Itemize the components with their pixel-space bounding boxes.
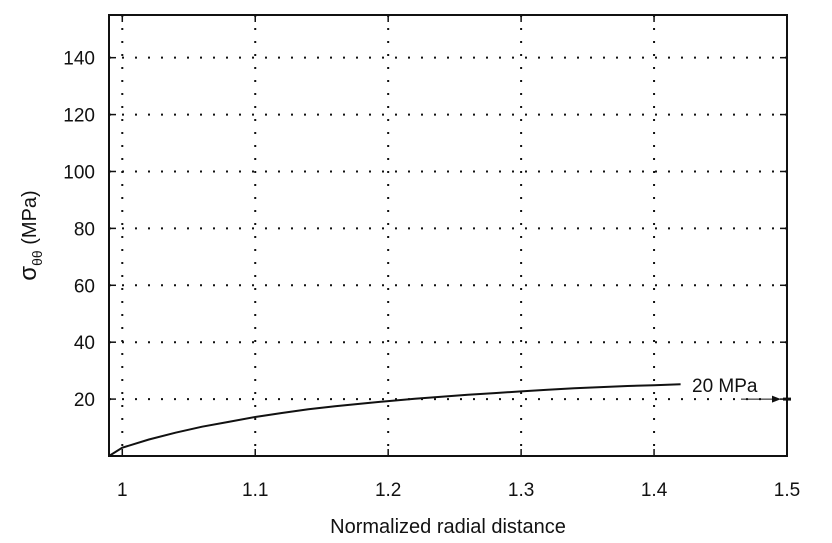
series-layer: [108, 383, 681, 457]
x-tick-label: 1.4: [641, 480, 668, 501]
x-axis-title: Normalized radial distance: [330, 516, 566, 538]
annotation-group: 20 MPa: [692, 376, 791, 403]
plot-frame: [108, 14, 788, 457]
annotation-label: 20 MPa: [692, 376, 758, 397]
grid: [109, 15, 787, 456]
x-tick-label: 1.3: [508, 480, 534, 501]
y-axis-unit: (MPa): [19, 190, 41, 250]
axis-ticks: [109, 15, 788, 456]
y-tick-label: 40: [74, 333, 95, 354]
y-tick-label: 140: [63, 49, 95, 70]
y-tick-label: 100: [63, 162, 95, 183]
x-tick-label: 1.5: [774, 480, 800, 501]
y-tick-labels: 20 40 60 80 100 120 140: [63, 49, 95, 411]
series-line: [108, 383, 681, 457]
y-tick-label: 60: [74, 276, 95, 297]
y-tick-label: 120: [63, 106, 95, 127]
x-tick-label: 1: [117, 480, 128, 501]
x-tick-label: 1.1: [242, 480, 268, 501]
y-axis-title: σθθ (MPa): [15, 190, 45, 280]
y-axis-subscript: θθ: [29, 250, 45, 266]
y-tick-label: 20: [74, 390, 95, 411]
x-tick-label: 1.2: [375, 480, 401, 501]
annotation-arrowhead: [772, 395, 781, 403]
x-tick-labels: 1 1.1 1.2 1.3 1.4 1.5: [117, 480, 800, 501]
y-tick-label: 80: [74, 219, 95, 240]
y-axis-symbol: σ: [15, 266, 42, 281]
